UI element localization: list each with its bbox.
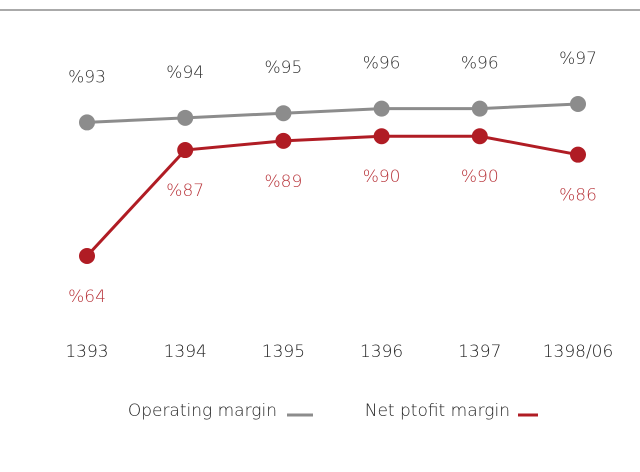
data-label: %90 bbox=[461, 167, 499, 187]
data-label: %90 bbox=[363, 167, 401, 187]
x-tick-label: 1394 bbox=[164, 342, 207, 362]
point bbox=[373, 100, 390, 117]
data-label: %93 bbox=[68, 67, 106, 87]
data-label: %64 bbox=[68, 287, 106, 307]
series-line bbox=[85, 134, 579, 258]
data-label: %87 bbox=[166, 181, 204, 201]
x-tick-label: 1393 bbox=[65, 342, 108, 362]
x-tick-label: 1397 bbox=[458, 342, 501, 362]
data-label: %97 bbox=[559, 49, 597, 69]
point bbox=[275, 132, 292, 149]
legend-label: Operating margin bbox=[128, 401, 277, 421]
data-label: %95 bbox=[265, 58, 303, 78]
point bbox=[570, 96, 586, 112]
data-label: %89 bbox=[265, 172, 303, 192]
data-label: %94 bbox=[166, 63, 204, 83]
point bbox=[177, 142, 194, 159]
point bbox=[79, 114, 95, 131]
data-label: %96 bbox=[363, 54, 401, 74]
legend-label: Net ptofit margin bbox=[365, 401, 510, 421]
x-tick-label: 1398/06 bbox=[543, 342, 614, 362]
point bbox=[373, 128, 390, 145]
point bbox=[471, 100, 488, 117]
point bbox=[471, 128, 488, 145]
data-label: %86 bbox=[559, 186, 597, 206]
point bbox=[177, 109, 194, 126]
point bbox=[275, 105, 292, 122]
x-tick-label: 1395 bbox=[262, 342, 305, 362]
point bbox=[570, 146, 586, 163]
data-label: %96 bbox=[461, 54, 499, 74]
series-line bbox=[86, 102, 579, 124]
x-tick-label: 1396 bbox=[360, 342, 403, 362]
point bbox=[79, 248, 95, 264]
